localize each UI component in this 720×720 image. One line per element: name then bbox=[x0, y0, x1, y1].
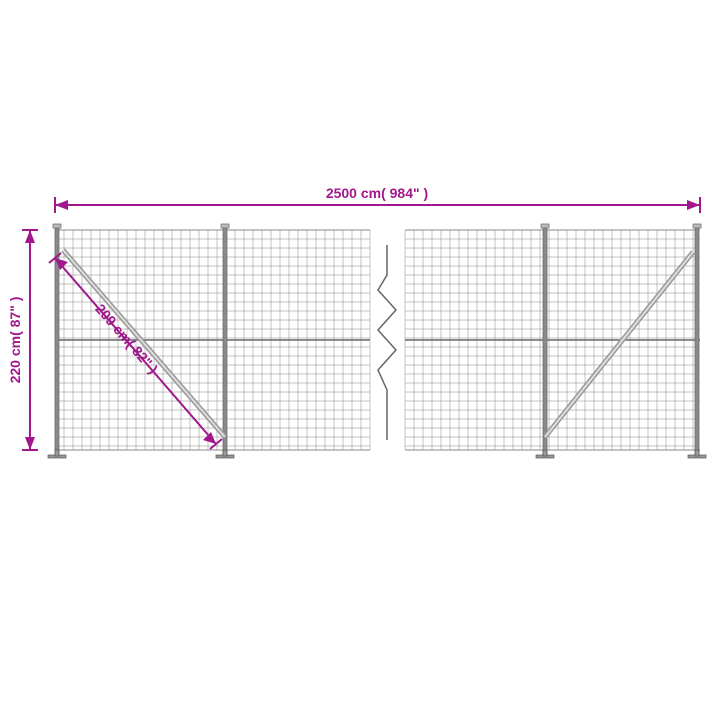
dimension-height-label: 220 cm( 87" ) bbox=[7, 297, 23, 384]
dimension-height: 220 cm( 87" ) bbox=[7, 230, 38, 450]
dimension-diagonal: 209 cm( 82" ) bbox=[49, 253, 222, 449]
fence-diagram: :root { --accent: #a0188c; } 2500 cm( 98… bbox=[0, 0, 720, 720]
break-indicator bbox=[378, 245, 396, 440]
brace-left bbox=[63, 250, 225, 437]
dimension-width: 2500 cm( 984" ) bbox=[55, 185, 700, 213]
dimension-width-label: 2500 cm( 984" ) bbox=[326, 185, 428, 201]
post-feet bbox=[48, 450, 706, 458]
